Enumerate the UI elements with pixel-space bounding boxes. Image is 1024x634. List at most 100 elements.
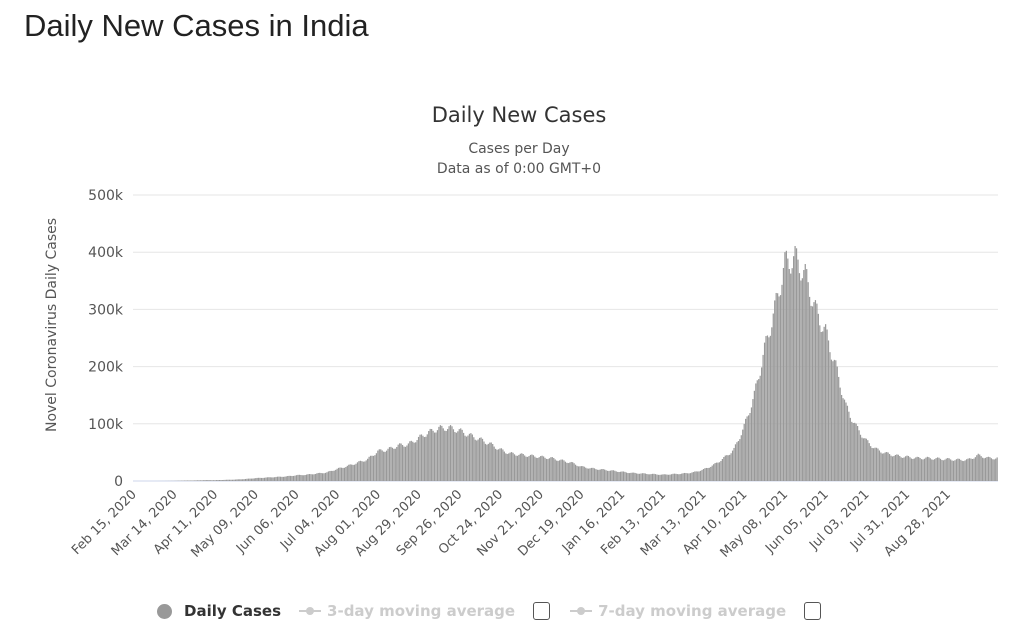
bar bbox=[881, 453, 883, 481]
bar bbox=[573, 463, 575, 481]
bar bbox=[253, 478, 255, 481]
legend-3day-average[interactable]: 3-day moving average bbox=[299, 602, 515, 620]
bar bbox=[951, 460, 953, 481]
bar bbox=[894, 454, 897, 481]
bar bbox=[212, 480, 215, 481]
bar bbox=[817, 313, 819, 481]
bar bbox=[918, 457, 920, 481]
bar bbox=[963, 461, 965, 481]
bar bbox=[701, 469, 703, 481]
bar bbox=[473, 437, 475, 481]
bar bbox=[194, 480, 196, 481]
bar bbox=[239, 479, 241, 481]
bar bbox=[683, 472, 686, 481]
bar bbox=[465, 436, 468, 481]
bar bbox=[483, 441, 485, 481]
bar bbox=[759, 375, 761, 481]
bar bbox=[298, 474, 300, 481]
bar bbox=[419, 434, 421, 481]
bar bbox=[368, 456, 370, 481]
bar bbox=[359, 460, 362, 481]
bar bbox=[971, 458, 974, 481]
bar bbox=[884, 452, 886, 481]
legend-daily-cases[interactable]: Daily Cases bbox=[157, 602, 281, 620]
bar bbox=[617, 471, 619, 481]
bar bbox=[208, 480, 210, 481]
bar bbox=[897, 454, 899, 481]
bar bbox=[526, 456, 529, 481]
bar bbox=[836, 366, 838, 481]
bar bbox=[242, 479, 244, 481]
bar bbox=[621, 471, 623, 481]
bar bbox=[922, 459, 924, 481]
bar bbox=[862, 438, 865, 481]
bar bbox=[416, 440, 418, 481]
bar bbox=[476, 440, 478, 481]
bar bbox=[460, 428, 462, 481]
bar bbox=[846, 405, 849, 481]
bar bbox=[875, 447, 878, 481]
bar bbox=[913, 458, 915, 481]
bar bbox=[227, 479, 229, 481]
bar bbox=[801, 278, 803, 481]
bar bbox=[544, 457, 546, 481]
bar bbox=[499, 448, 501, 481]
bar bbox=[631, 472, 633, 481]
checkbox-7day-average[interactable] bbox=[804, 602, 822, 620]
bar bbox=[230, 479, 232, 481]
bar bbox=[620, 471, 622, 481]
bar bbox=[854, 422, 856, 481]
bar bbox=[736, 442, 738, 481]
bar bbox=[749, 412, 751, 481]
bar bbox=[756, 380, 758, 481]
bar bbox=[662, 474, 664, 481]
bar bbox=[590, 467, 593, 481]
bar bbox=[787, 258, 789, 481]
bar bbox=[647, 474, 649, 481]
bar bbox=[454, 432, 456, 481]
bar bbox=[643, 473, 645, 481]
bar bbox=[840, 394, 843, 481]
bar bbox=[449, 425, 452, 481]
bar bbox=[899, 456, 901, 481]
legend-7day-average[interactable]: 7-day moving average bbox=[570, 602, 786, 620]
bar bbox=[867, 440, 869, 481]
bar bbox=[186, 480, 189, 481]
bar bbox=[564, 461, 567, 481]
bar bbox=[986, 457, 988, 481]
bar bbox=[551, 457, 553, 481]
daily-cases-chart: Daily New Cases Cases per Day Data as of… bbox=[44, 103, 998, 561]
bar bbox=[609, 470, 612, 481]
bar bbox=[912, 459, 914, 481]
bar bbox=[851, 421, 853, 481]
y-tick-label: 100k bbox=[88, 417, 124, 433]
bar bbox=[189, 480, 191, 481]
checkbox-3day-average[interactable] bbox=[533, 602, 551, 620]
bar bbox=[435, 432, 437, 481]
bar bbox=[804, 264, 806, 481]
bar bbox=[260, 477, 263, 481]
bar bbox=[782, 267, 785, 481]
bar bbox=[263, 477, 266, 481]
bar bbox=[800, 280, 802, 481]
bar bbox=[201, 480, 203, 481]
bar bbox=[380, 449, 382, 481]
bar bbox=[772, 313, 774, 481]
bar bbox=[553, 457, 555, 481]
bar bbox=[583, 466, 585, 481]
bar bbox=[880, 452, 882, 481]
y-axis-label: Novel Coronavirus Daily Cases bbox=[44, 218, 60, 432]
bar bbox=[249, 478, 251, 481]
bar bbox=[601, 469, 603, 481]
bar bbox=[979, 454, 981, 481]
bar bbox=[580, 466, 583, 481]
bar bbox=[637, 473, 639, 481]
chart-title: Daily New Cases bbox=[432, 103, 607, 127]
bar bbox=[522, 454, 524, 481]
bar bbox=[848, 411, 850, 481]
bar bbox=[477, 439, 479, 481]
bar bbox=[669, 474, 671, 481]
bar bbox=[652, 473, 654, 481]
bar bbox=[731, 450, 734, 481]
bar bbox=[455, 432, 457, 481]
